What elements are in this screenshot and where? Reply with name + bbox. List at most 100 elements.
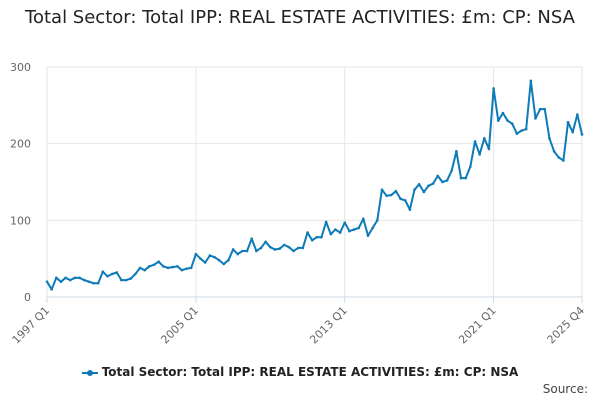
data-point[interactable]: 35 (180, 268, 184, 272)
data-point[interactable]: 150 (441, 180, 444, 184)
data-point[interactable]: 20 (45, 280, 49, 283)
data-point[interactable]: 137 (422, 190, 426, 194)
data-point[interactable]: 238 (576, 113, 579, 116)
data-point[interactable]: 52 (213, 255, 216, 259)
data-point[interactable]: 62 (273, 248, 277, 251)
data-point[interactable]: 37 (185, 267, 188, 270)
data-point[interactable]: 46 (157, 260, 160, 264)
data-point[interactable]: 38 (138, 266, 142, 270)
data-point[interactable]: 25 (55, 276, 58, 280)
data-point[interactable]: 60 (292, 249, 295, 253)
data-point[interactable]: 64 (301, 246, 305, 250)
data-point[interactable]: 64 (296, 246, 300, 250)
data-point[interactable]: 18 (92, 281, 95, 285)
data-point[interactable]: 48 (217, 258, 221, 262)
data-point[interactable]: 90 (357, 226, 361, 230)
data-point[interactable]: 24 (129, 277, 133, 280)
legend[interactable]: Total Sector: Total IPP: REAL ESTATE ACT… (0, 365, 600, 379)
data-point[interactable]: 155 (464, 176, 468, 180)
data-point[interactable]: 82 (329, 232, 333, 236)
data-point[interactable]: 145 (427, 184, 430, 188)
data-point[interactable]: 226 (510, 122, 514, 126)
data-point[interactable]: 33 (101, 270, 105, 274)
data-point[interactable]: 65 (269, 245, 272, 249)
data-point[interactable]: 190 (455, 150, 458, 153)
data-point[interactable]: 43 (222, 262, 226, 266)
data-point[interactable]: 62 (231, 248, 235, 251)
data-point[interactable]: 50 (199, 257, 202, 260)
data-point[interactable]: 72 (264, 240, 267, 244)
data-point[interactable]: 56 (194, 252, 198, 256)
data-point[interactable]: 102 (362, 217, 365, 221)
data-point[interactable]: 80 (366, 234, 370, 237)
data-point[interactable]: 25 (78, 276, 81, 280)
data-point[interactable]: 272 (492, 87, 495, 90)
data-point[interactable]: 60 (241, 249, 244, 253)
data-point[interactable]: 88 (334, 228, 337, 231)
data-point[interactable]: 128 (399, 197, 402, 201)
data-point[interactable]: 65 (287, 245, 291, 249)
data-point[interactable]: 148 (431, 182, 435, 185)
data-point[interactable]: 140 (413, 188, 416, 191)
data-point[interactable]: 63 (278, 247, 281, 250)
data-point[interactable]: 240 (501, 111, 505, 115)
data-point[interactable]: 215 (571, 130, 574, 134)
data-point[interactable]: 54 (208, 254, 212, 257)
data-point[interactable]: 282 (529, 79, 533, 83)
data-point[interactable]: 40 (148, 265, 151, 268)
data-point[interactable]: 10 (50, 288, 53, 291)
data-point[interactable]: 60 (245, 249, 249, 253)
data-point[interactable]: 20 (87, 280, 91, 283)
data-point[interactable]: 38 (166, 266, 170, 270)
data-point[interactable]: 186 (478, 153, 481, 156)
data-point[interactable]: 76 (250, 237, 253, 241)
data-point[interactable]: 48 (227, 258, 230, 262)
data-point[interactable]: 56 (236, 252, 240, 256)
data-point[interactable]: 207 (483, 137, 486, 140)
data-point[interactable]: 147 (417, 183, 421, 186)
data-point[interactable]: 213 (515, 132, 519, 135)
data-point[interactable]: 212 (580, 133, 584, 136)
data-point[interactable]: 97 (343, 221, 347, 224)
data-point[interactable]: 40 (175, 265, 179, 268)
data-point[interactable]: 22 (68, 278, 72, 282)
data-point[interactable]: 20 (59, 280, 63, 283)
data-point[interactable]: 30 (134, 272, 137, 276)
data-point[interactable]: 230 (506, 119, 509, 122)
data-point[interactable]: 126 (403, 199, 407, 202)
data-point[interactable]: 27 (106, 275, 109, 278)
data-point[interactable]: 152 (445, 179, 449, 182)
data-point[interactable]: 207 (548, 137, 551, 140)
data-point[interactable]: 86 (348, 229, 351, 233)
data-point[interactable]: 25 (64, 276, 67, 280)
data-point[interactable]: 78 (320, 235, 323, 239)
data-point[interactable]: 228 (566, 120, 570, 124)
data-point[interactable]: 155 (459, 176, 463, 180)
data-point[interactable]: 22 (124, 278, 128, 282)
data-point[interactable]: 165 (450, 169, 454, 172)
data-point[interactable]: 39 (171, 265, 174, 269)
data-point[interactable]: 133 (389, 193, 393, 197)
data-point[interactable]: 100 (376, 219, 379, 222)
data-point[interactable]: 138 (394, 189, 398, 193)
data-point[interactable]: 18 (96, 281, 100, 285)
data-point[interactable]: 170 (469, 165, 472, 168)
data-point[interactable]: 84 (306, 231, 309, 234)
data-point[interactable]: 22 (120, 278, 123, 282)
data-point[interactable]: 182 (557, 156, 561, 159)
data-point[interactable]: 203 (473, 140, 477, 143)
data-point[interactable]: 193 (487, 147, 491, 151)
data-point[interactable]: 88 (352, 228, 356, 231)
data-point[interactable]: 60 (255, 249, 258, 253)
data-point[interactable]: 40 (162, 265, 165, 268)
data-point[interactable]: 38 (189, 266, 193, 270)
data-point[interactable]: 25 (73, 276, 77, 280)
data-point[interactable]: 74 (310, 238, 314, 242)
data-point[interactable]: 68 (282, 243, 286, 247)
data-point[interactable]: 230 (496, 119, 500, 122)
data-point[interactable]: 42 (152, 263, 156, 267)
data-point[interactable]: 90 (371, 226, 374, 230)
data-point[interactable]: 32 (115, 271, 119, 274)
data-point[interactable]: 30 (110, 272, 114, 276)
data-point[interactable]: 158 (436, 174, 440, 178)
